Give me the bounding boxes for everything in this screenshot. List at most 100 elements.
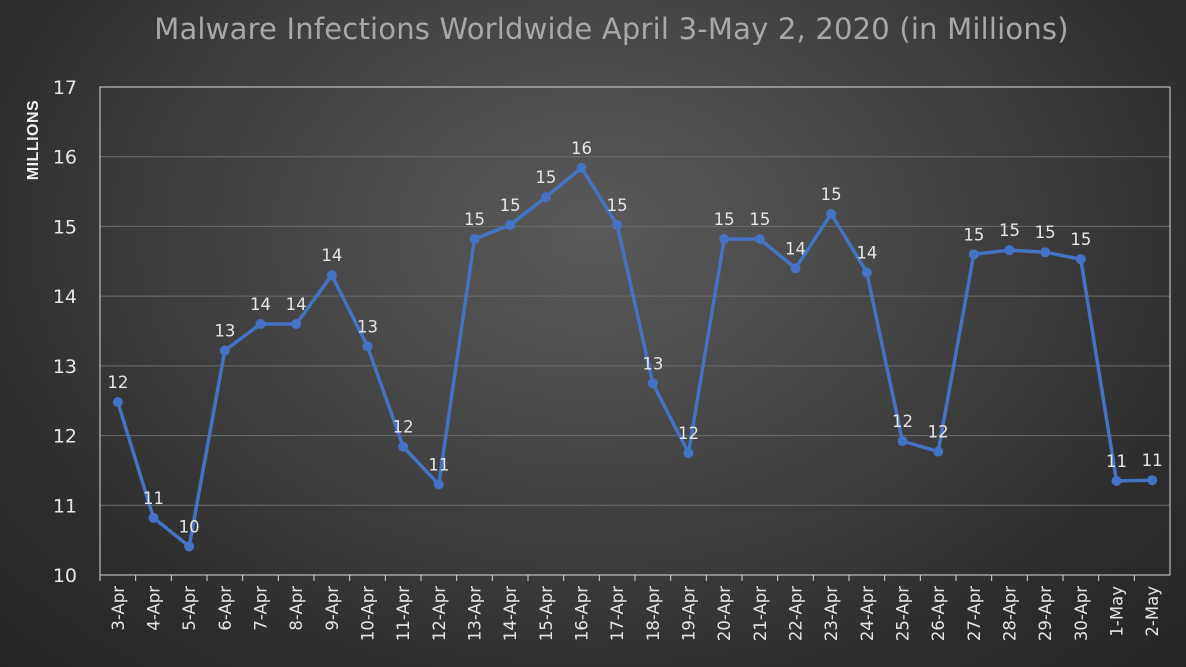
x-tick-label: 20-Apr <box>715 586 734 641</box>
data-label: 11 <box>1142 451 1163 470</box>
x-tick-label: 10-Apr <box>359 586 378 641</box>
x-tick-label: 18-Apr <box>644 586 663 641</box>
data-point <box>933 446 944 457</box>
data-point <box>1075 254 1086 265</box>
data-point <box>968 249 979 260</box>
x-tick-label: 16-Apr <box>573 586 592 641</box>
x-tick-label: 9-Apr <box>323 586 342 631</box>
data-point <box>1004 245 1015 256</box>
data-point <box>576 162 587 173</box>
x-tick-label: 30-Apr <box>1072 586 1091 641</box>
chart-title: Malware Infections Worldwide April 3-May… <box>154 12 1069 46</box>
data-label: 12 <box>393 418 414 437</box>
x-tick-label: 28-Apr <box>1001 586 1020 641</box>
x-tick-label: 3-Apr <box>109 586 128 631</box>
data-label: 15 <box>535 168 556 187</box>
data-label: 10 <box>179 517 200 536</box>
data-label: 15 <box>714 210 735 229</box>
y-tick-label: 16 <box>53 147 77 169</box>
gridlines <box>100 156 1170 506</box>
data-point <box>219 345 230 356</box>
data-label: 12 <box>892 412 913 431</box>
data-label: 15 <box>1035 223 1056 242</box>
plot-area-border <box>99 86 1171 576</box>
data-label: 15 <box>963 225 984 244</box>
x-tick-label: 19-Apr <box>680 586 699 641</box>
x-tick-label: 17-Apr <box>608 586 627 641</box>
data-label: 14 <box>856 243 877 262</box>
data-point <box>398 441 409 452</box>
data-point <box>790 263 801 274</box>
x-tick-label: 15-Apr <box>537 586 556 641</box>
x-tick-label: 26-Apr <box>929 586 948 641</box>
data-label: 15 <box>749 210 770 229</box>
data-label: 11 <box>1106 452 1127 471</box>
data-label: 11 <box>143 489 164 508</box>
data-point <box>754 233 765 244</box>
data-label: 12 <box>928 423 949 442</box>
x-tick-label: 2-May <box>1143 586 1162 637</box>
x-tick-label: 23-Apr <box>822 586 841 641</box>
data-label: 15 <box>999 221 1020 240</box>
x-tick-label: 25-Apr <box>894 586 913 641</box>
data-label: 13 <box>357 317 378 336</box>
x-tick-label: 24-Apr <box>858 586 877 641</box>
data-point <box>1040 247 1051 258</box>
series-line <box>116 166 1153 549</box>
data-point <box>897 436 908 447</box>
data-point <box>540 192 551 203</box>
data-point <box>148 512 159 523</box>
data-point <box>1147 475 1158 486</box>
data-point <box>184 541 195 552</box>
y-tick-label: 11 <box>53 495 77 517</box>
data-label: 13 <box>642 354 663 373</box>
x-tick-label: 6-Apr <box>216 586 235 631</box>
data-label: 15 <box>1070 230 1091 249</box>
data-point <box>362 341 373 352</box>
x-tick-label: 5-Apr <box>180 586 199 631</box>
data-point <box>433 479 444 490</box>
data-label: 14 <box>321 246 342 265</box>
data-label: 14 <box>286 295 307 314</box>
x-tick-label: 22-Apr <box>787 586 806 641</box>
y-tick-label: 14 <box>53 286 77 308</box>
y-tick-label: 17 <box>53 77 77 99</box>
data-point <box>291 319 302 330</box>
y-tick-label: 15 <box>53 216 77 238</box>
x-tick-label: 12-Apr <box>430 586 449 641</box>
x-tick-label: 4-Apr <box>145 586 164 631</box>
x-tick-label: 21-Apr <box>751 586 770 641</box>
data-point <box>683 448 694 458</box>
data-label: 15 <box>607 196 628 215</box>
data-point <box>1111 475 1122 486</box>
data-label: 15 <box>821 185 842 204</box>
data-label: 14 <box>250 295 271 314</box>
data-label: 12 <box>678 424 699 443</box>
data-label: 16 <box>571 139 592 158</box>
y-tick-label: 13 <box>53 356 77 378</box>
y-axis-label: MILLIONS <box>25 100 42 180</box>
x-tick-label: 11-Apr <box>394 586 413 641</box>
data-point <box>826 208 837 219</box>
data-label: 12 <box>107 373 128 392</box>
data-label: 13 <box>214 322 235 341</box>
y-tick-label: 10 <box>53 565 77 587</box>
x-tick-label: 8-Apr <box>287 586 306 631</box>
data-point <box>112 397 123 408</box>
data-point <box>719 233 730 244</box>
data-label: 15 <box>464 210 485 229</box>
data-point <box>612 220 623 231</box>
data-point <box>647 378 658 389</box>
x-tick-label: 7-Apr <box>252 586 271 631</box>
data-label: 11 <box>428 455 449 474</box>
y-tick-label: 12 <box>53 426 77 448</box>
data-point <box>469 233 480 244</box>
x-tick-label: 14-Apr <box>501 586 520 641</box>
x-tick-label: 13-Apr <box>466 586 485 641</box>
data-label: 14 <box>785 239 806 258</box>
data-point <box>505 220 516 231</box>
x-tick-label: 27-Apr <box>965 586 984 641</box>
data-point <box>255 319 266 330</box>
